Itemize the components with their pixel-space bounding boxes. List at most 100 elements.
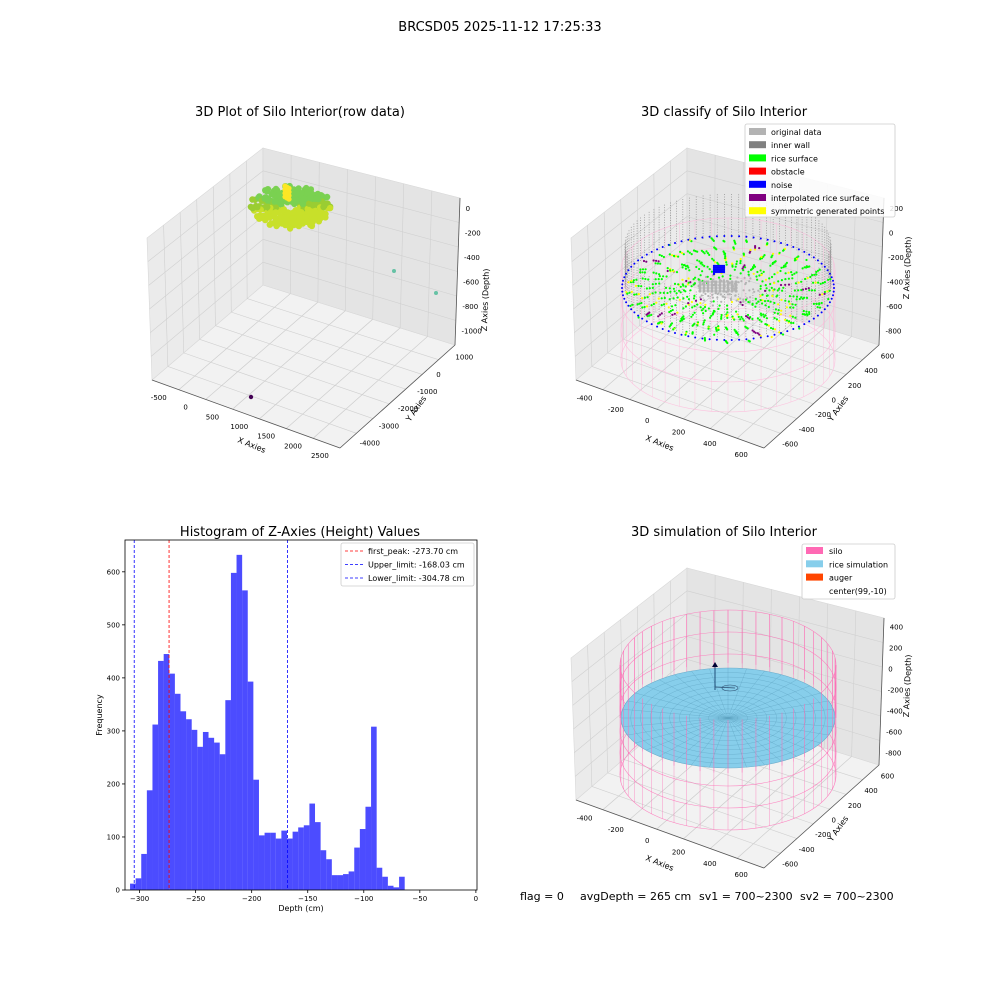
histogram-bar [320, 850, 327, 890]
classified-point [771, 252, 775, 255]
classified-point [752, 272, 755, 275]
floor-grid [259, 319, 373, 420]
noise-point [826, 269, 829, 272]
histogram-bar [242, 590, 248, 890]
classified-point [641, 297, 644, 300]
classified-point [713, 246, 716, 249]
y-tick-label: -600 [782, 861, 798, 869]
floor-grid-y [623, 339, 814, 405]
classified-point [671, 313, 674, 316]
histogram-bar [208, 737, 215, 890]
noise-point [832, 283, 835, 286]
original-data-point [702, 289, 706, 293]
classified-point [644, 268, 647, 271]
classified-point [699, 298, 703, 301]
noise-point [752, 337, 755, 340]
x-tick-label: −300 [130, 895, 149, 903]
classified-point [785, 319, 789, 322]
classified-point [789, 314, 792, 317]
classified-point [791, 277, 794, 280]
classified-point [722, 250, 725, 253]
histogram-bar [303, 825, 310, 890]
floor-grid [205, 301, 319, 400]
classified-point [704, 303, 707, 306]
classified-point [763, 315, 766, 318]
x-tick-label: 400 [703, 440, 716, 448]
noise-point [730, 339, 733, 341]
classified-point [755, 275, 758, 278]
classified-point [710, 270, 714, 273]
noise-point [633, 262, 636, 265]
x-tick-label: -200 [608, 406, 624, 414]
noise-point [718, 268, 722, 272]
panel4-x-label: X Axies [644, 854, 675, 873]
classified-point [761, 302, 764, 305]
classified-point [687, 298, 691, 301]
raw-data-point [279, 206, 286, 214]
classified-point [660, 304, 663, 307]
classified-point [798, 327, 801, 330]
histogram-bar [309, 803, 316, 890]
classified-point [729, 277, 732, 280]
classified-point [759, 285, 762, 288]
classified-point [651, 292, 654, 295]
classified-point [728, 293, 731, 296]
classified-point [788, 320, 791, 323]
classified-point [754, 246, 757, 249]
classified-point [766, 242, 769, 245]
classified-point [756, 270, 759, 274]
classified-point [808, 289, 811, 292]
classified-point [739, 257, 742, 261]
classified-point [639, 271, 642, 274]
classified-point [714, 292, 718, 295]
noise-point [661, 246, 664, 248]
floor-grid [656, 310, 770, 410]
noise-point [722, 264, 726, 268]
classified-point [751, 317, 754, 321]
silo-wire-ring [620, 307, 836, 413]
classified-point [760, 320, 763, 323]
noise-point [759, 237, 762, 240]
classified-point [759, 312, 763, 315]
histogram-x-label: Depth (cm) [278, 904, 323, 913]
original-data-point [722, 286, 726, 290]
classified-point [711, 257, 714, 260]
classified-point [662, 291, 665, 294]
panel4-simulation [619, 609, 837, 831]
classified-point [742, 289, 745, 292]
classified-point [800, 296, 803, 299]
classified-point [707, 307, 711, 310]
panel-histogram: Histogram of Z-Axies (Height) Values −30… [95, 525, 478, 913]
rice-mesh-spoke [627, 717, 729, 736]
classified-point [758, 318, 761, 322]
histogram-bar [180, 711, 187, 890]
noise-point [828, 301, 831, 304]
noise-point [623, 276, 626, 279]
classified-point [754, 245, 757, 248]
classified-point [704, 292, 707, 295]
x-tick-label: -400 [577, 395, 593, 403]
classified-point [749, 277, 752, 280]
classified-point [684, 290, 687, 293]
classified-point [758, 274, 761, 277]
noise-point [820, 262, 823, 265]
panel2-x-label: X Axies [644, 434, 675, 453]
floor-grid-y [591, 366, 781, 434]
noise-point [622, 279, 624, 282]
back-grid-z [686, 590, 884, 643]
noise-point [792, 246, 795, 248]
footer-sv2: sv2 = 700~2300 [800, 890, 894, 903]
classified-point [785, 306, 789, 309]
classified-point [777, 303, 780, 306]
classified-point [804, 277, 807, 281]
classified-point [804, 287, 808, 290]
classified-point [744, 266, 747, 269]
left-grid-z [572, 193, 688, 286]
raw-data-point [316, 212, 323, 219]
classified-point [759, 294, 762, 297]
histogram-y-label: Frequency [95, 694, 104, 736]
silo-wire-ring [620, 217, 836, 323]
classified-point [682, 297, 685, 300]
classified-point [787, 271, 790, 274]
classified-point [654, 278, 657, 281]
